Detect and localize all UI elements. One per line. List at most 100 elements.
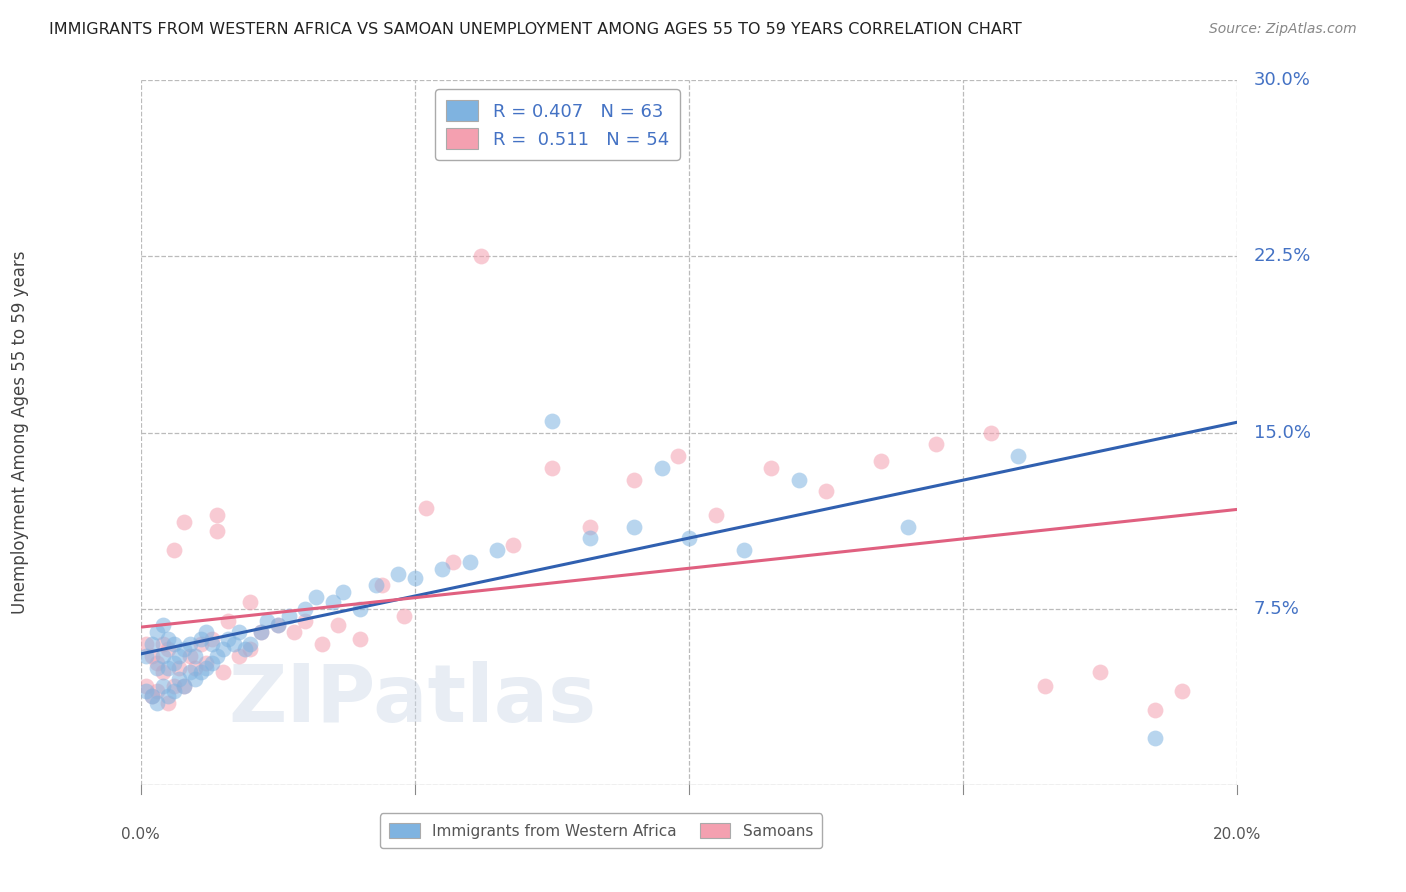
Point <box>239 595 262 609</box>
Point <box>162 684 184 698</box>
Point <box>371 578 394 592</box>
Point <box>201 656 224 670</box>
Point <box>173 679 195 693</box>
Point <box>162 656 184 670</box>
Point <box>349 632 371 647</box>
Point <box>678 532 700 546</box>
Point <box>311 637 333 651</box>
Point <box>239 641 262 656</box>
Point <box>1007 449 1029 463</box>
Point <box>173 515 195 529</box>
Point <box>141 637 163 651</box>
Point <box>1035 679 1057 693</box>
Point <box>184 660 207 674</box>
Point <box>733 543 755 558</box>
Point <box>925 437 948 451</box>
Point <box>1144 703 1167 717</box>
Point <box>650 460 673 475</box>
Point <box>470 249 492 264</box>
Point <box>146 684 169 698</box>
Point <box>211 665 233 680</box>
Point <box>540 460 562 475</box>
Text: 30.0%: 30.0% <box>1254 71 1310 89</box>
Text: Unemployment Among Ages 55 to 59 years: Unemployment Among Ages 55 to 59 years <box>11 251 30 615</box>
Point <box>1088 665 1111 680</box>
Point <box>190 637 212 651</box>
Point <box>217 632 239 647</box>
Point <box>392 608 415 623</box>
Point <box>415 500 437 515</box>
Point <box>305 590 328 604</box>
Point <box>179 637 201 651</box>
Point <box>250 625 273 640</box>
Point <box>135 648 157 663</box>
Point <box>157 689 180 703</box>
Point <box>294 601 316 615</box>
Text: IMMIGRANTS FROM WESTERN AFRICA VS SAMOAN UNEMPLOYMENT AMONG AGES 55 TO 59 YEARS : IMMIGRANTS FROM WESTERN AFRICA VS SAMOAN… <box>49 22 1022 37</box>
Point <box>321 595 344 609</box>
Point <box>207 524 229 539</box>
Point <box>162 637 184 651</box>
Point <box>666 449 689 463</box>
Point <box>157 696 180 710</box>
Point <box>201 632 224 647</box>
Point <box>162 679 184 693</box>
Point <box>211 641 233 656</box>
Point <box>195 660 218 674</box>
Point <box>152 637 174 651</box>
Point <box>283 625 305 640</box>
Point <box>146 656 169 670</box>
Point <box>228 625 250 640</box>
Point <box>135 637 157 651</box>
Point <box>190 665 212 680</box>
Point <box>146 660 169 674</box>
Point <box>184 648 207 663</box>
Point <box>207 508 229 522</box>
Point <box>761 460 783 475</box>
Point <box>267 618 290 632</box>
Point <box>207 648 229 663</box>
Point <box>787 473 810 487</box>
Point <box>579 519 602 533</box>
Point <box>195 656 218 670</box>
Point <box>486 543 509 558</box>
Point <box>141 689 163 703</box>
Point <box>135 684 157 698</box>
Point <box>201 637 224 651</box>
Point <box>458 555 481 569</box>
Point <box>815 484 838 499</box>
Point <box>513 144 536 158</box>
Point <box>146 696 169 710</box>
Text: ZIPatlas: ZIPatlas <box>228 661 596 739</box>
Point <box>349 601 371 615</box>
Text: 0.0%: 0.0% <box>121 827 160 842</box>
Point <box>706 508 728 522</box>
Point <box>157 632 180 647</box>
Point <box>387 566 409 581</box>
Point <box>152 665 174 680</box>
Point <box>152 679 174 693</box>
Point <box>1144 731 1167 745</box>
Point <box>162 543 184 558</box>
Point <box>167 660 190 674</box>
Point <box>195 625 218 640</box>
Legend: Immigrants from Western Africa, Samoans: Immigrants from Western Africa, Samoans <box>380 814 823 847</box>
Point <box>326 618 349 632</box>
Point <box>623 519 645 533</box>
Point <box>228 648 250 663</box>
Point <box>870 454 893 468</box>
Point <box>179 648 201 663</box>
Point <box>157 660 180 674</box>
Point <box>579 532 602 546</box>
Text: 7.5%: 7.5% <box>1254 599 1299 618</box>
Text: 22.5%: 22.5% <box>1254 247 1312 266</box>
Point <box>179 665 201 680</box>
Point <box>239 637 262 651</box>
Point <box>167 673 190 687</box>
Point <box>173 679 195 693</box>
Point <box>441 555 464 569</box>
Point <box>256 614 278 628</box>
Point <box>167 648 190 663</box>
Point <box>173 641 195 656</box>
Text: 15.0%: 15.0% <box>1254 424 1310 442</box>
